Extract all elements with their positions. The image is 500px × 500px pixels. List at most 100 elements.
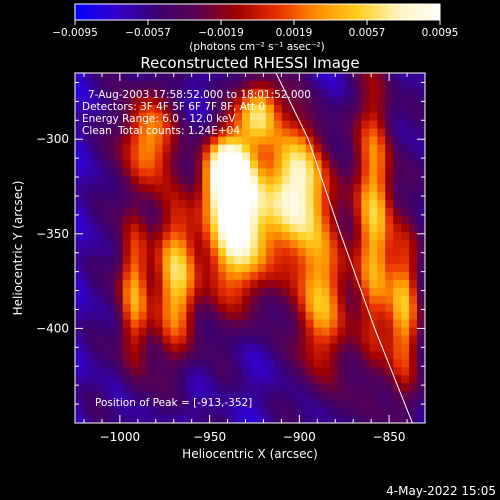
heatmap-cell (82, 279, 92, 289)
heatmap-cell (289, 271, 299, 281)
heatmap-cell (361, 120, 370, 130)
heatmap-cell (289, 80, 299, 90)
heatmap-cell (122, 224, 132, 233)
heatmap-cell (297, 152, 307, 161)
heatmap-cell (242, 383, 251, 392)
heatmap-cell (377, 351, 386, 360)
heatmap-cell (297, 279, 307, 289)
heatmap-cell (242, 407, 251, 416)
heatmap-cell (154, 351, 163, 360)
heatmap-cell (401, 192, 410, 201)
y-tick-label: −400 (36, 321, 69, 335)
heatmap-cell (281, 112, 291, 122)
heatmap-cell (345, 279, 354, 289)
heatmap-cell (154, 136, 163, 145)
heatmap-cell (242, 415, 251, 423)
heatmap-cell (75, 73, 84, 82)
heatmap-cell (369, 383, 378, 392)
heatmap-cell (257, 104, 267, 114)
heatmap-cell (210, 391, 219, 400)
heatmap-cell (409, 399, 418, 408)
heatmap-cell (250, 104, 259, 114)
heatmap-cell (401, 295, 410, 305)
heatmap-cell (186, 232, 195, 241)
heatmap-cell (82, 343, 92, 352)
heatmap-cell (186, 255, 195, 265)
heatmap-cell (273, 80, 283, 90)
heatmap-cell (297, 367, 307, 376)
heatmap-cell (305, 399, 315, 408)
heatmap-cell (154, 128, 163, 138)
heatmap-cell (75, 295, 84, 305)
heatmap-cell (329, 232, 338, 241)
heatmap-cell (409, 263, 418, 273)
heatmap-cell (218, 224, 227, 233)
heatmap-cell (417, 200, 425, 209)
heatmap-cell (297, 391, 307, 400)
heatmap-cell (273, 295, 283, 305)
heatmap-cell (401, 319, 410, 328)
heatmap-cell (194, 287, 203, 297)
heatmap-cell (409, 311, 418, 320)
heatmap-cell (369, 208, 378, 217)
heatmap-cell (186, 104, 195, 114)
heatmap-cell (377, 399, 386, 408)
heatmap-cell (194, 407, 203, 416)
heatmap-cell (202, 311, 211, 320)
heatmap-cell (281, 152, 291, 161)
heatmap-cell (138, 120, 147, 130)
heatmap-cell (98, 224, 108, 233)
heatmap-cell (401, 232, 410, 241)
heatmap-cell (154, 96, 163, 106)
heatmap-cell (90, 176, 100, 185)
heatmap-cell (369, 311, 378, 320)
heatmap-cell (361, 415, 370, 423)
heatmap-cell (114, 407, 124, 416)
heatmap-cell (242, 351, 251, 360)
heatmap-cell (106, 303, 116, 313)
heatmap-cell (194, 263, 203, 273)
heatmap-cell (281, 383, 291, 392)
heatmap-cell (130, 287, 140, 297)
heatmap-cell (154, 271, 163, 281)
heatmap-cell (250, 383, 259, 392)
heatmap-cell (178, 391, 187, 400)
heatmap-cell (385, 136, 394, 145)
heatmap-cell (297, 192, 307, 201)
heatmap-cell (242, 168, 251, 177)
heatmap-cell (321, 327, 330, 336)
heatmap-cell (202, 208, 211, 217)
heatmap-cell (385, 383, 394, 392)
heatmap-cell (98, 391, 108, 400)
annotation-total-counts: Total counts: 1.24E+04 (117, 125, 240, 137)
heatmap-cell (130, 327, 140, 336)
heatmap-cell (194, 343, 203, 352)
heatmap-cell (289, 136, 299, 145)
heatmap-cell (90, 319, 100, 328)
heatmap-cell (369, 359, 378, 368)
heatmap-cell (345, 192, 354, 201)
heatmap-cell (361, 335, 370, 344)
heatmap-cell (234, 216, 243, 225)
heatmap-cell (114, 128, 124, 138)
heatmap-cell (337, 351, 346, 360)
heatmap-cell (170, 152, 179, 161)
heatmap-cell (273, 359, 283, 368)
heatmap-cell (361, 200, 370, 209)
heatmap-cell (289, 168, 299, 177)
heatmap-cell (337, 327, 346, 336)
heatmap-cell (329, 343, 338, 352)
heatmap-cell (393, 96, 402, 106)
heatmap-cell (75, 112, 84, 122)
heatmap-cell (401, 287, 410, 297)
heatmap-cell (162, 327, 171, 336)
heatmap-cell (138, 319, 147, 328)
heatmap-cell (122, 232, 132, 241)
heatmap-cell (369, 88, 378, 98)
heatmap-cell (417, 303, 425, 313)
heatmap-cell (401, 399, 410, 408)
heatmap-cell (82, 128, 92, 138)
heatmap-cell (202, 88, 211, 98)
heatmap-cell (409, 168, 418, 177)
heatmap-cell (289, 192, 299, 201)
